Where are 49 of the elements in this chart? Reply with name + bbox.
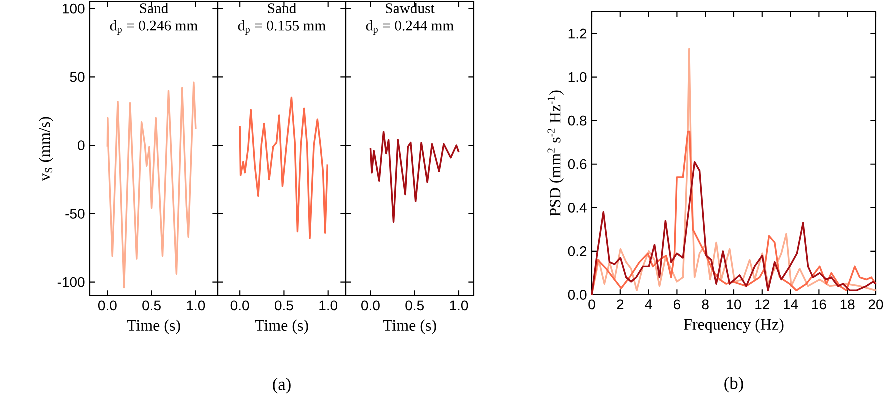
x-tick-label: 4 (645, 300, 652, 310)
chart-title: Sawdust (386, 3, 435, 14)
y-tick-label: 0.6 (568, 159, 587, 170)
x-axis-title: Time (s) (255, 320, 308, 334)
x-tick-label: 0.5 (142, 300, 161, 311)
y-tick-label: 0.2 (568, 246, 587, 256)
x-tick-label: 10 (727, 300, 742, 310)
y-axis-title: v$_{S}$ (mm/s) (38, 117, 54, 182)
line-series (591, 161, 877, 296)
y-tick-label: -100 (58, 277, 85, 288)
x-axis-title: Time (s) (127, 320, 180, 334)
x-tick-label: 18 (840, 300, 855, 310)
text: d$_{p}$ = 0.246 mm (110, 20, 198, 36)
x-tick-label: 8 (702, 300, 709, 310)
x-tick-label: 0.0 (230, 300, 250, 311)
y-tick-label: 0 (78, 140, 85, 151)
y-tick-label: -50 (66, 208, 85, 219)
x-tick-label: 2 (617, 300, 624, 310)
chart-title: Sand (140, 3, 168, 14)
x-tick-label: 0.0 (98, 300, 117, 311)
chart-title: Sand (268, 3, 296, 14)
x-tick-label: 1.0 (187, 300, 206, 311)
x-axis-title: Time (s) (383, 320, 436, 334)
x-tick-label: 14 (784, 300, 798, 310)
y-tick-label: 50 (70, 72, 85, 82)
y-tick-label: 0.4 (568, 202, 587, 213)
x-tick-label: 0 (588, 300, 596, 310)
x-axis-title: Frequency (Hz) (684, 318, 784, 334)
x-tick-label: 0.5 (275, 300, 294, 311)
text: (b) (724, 377, 744, 393)
x-tick-label: 0.0 (362, 300, 380, 311)
text: d$_{p}$ = 0.244 mm (366, 20, 454, 36)
text: (a) (273, 378, 291, 394)
x-tick-label: 20 (868, 300, 884, 310)
line-series (591, 130, 877, 296)
y-tick-label: 1.0 (568, 72, 587, 82)
x-tick-label: 12 (756, 300, 770, 310)
x-tick-label: 1.0 (320, 300, 338, 311)
y-tick-label: 1.2 (568, 28, 587, 39)
y-tick-label: 0.0 (568, 290, 587, 300)
line-series (106, 82, 197, 289)
y-tick-label: 0.8 (568, 116, 587, 126)
x-tick-label: 1.0 (450, 300, 468, 311)
text: d$_{p}$ = 0.155 mm (238, 20, 326, 36)
x-tick-label: 16 (812, 300, 826, 310)
y-tick-label: 100 (63, 4, 85, 14)
x-tick-label: 0.5 (406, 300, 424, 311)
x-tick-label: 6 (674, 300, 680, 310)
y-axis-title: PSD (mm$^{2}$ s$^{-2}$ Hz$^{-1}$) (548, 90, 564, 216)
